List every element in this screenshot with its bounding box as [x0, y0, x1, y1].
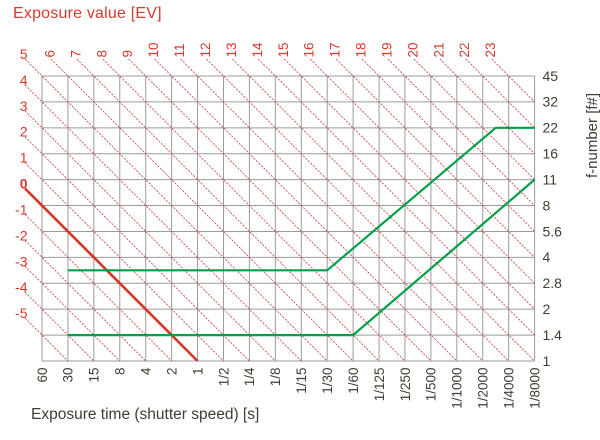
svg-text:7: 7	[68, 50, 83, 58]
svg-text:1/8000: 1/8000	[527, 368, 542, 409]
svg-text:4: 4	[20, 72, 28, 88]
svg-text:4: 4	[543, 249, 551, 265]
svg-text:1/15: 1/15	[294, 368, 309, 394]
svg-text:1/2000: 1/2000	[476, 368, 491, 409]
svg-text:1/4: 1/4	[242, 367, 257, 386]
svg-text:-4: -4	[15, 279, 28, 295]
ev-top-tick-labels: 6 7 8 9 10 11 12 13 14 15 16 17 18 19 20 21 22 23	[42, 42, 498, 58]
svg-text:2.8: 2.8	[543, 275, 563, 291]
svg-text:1/8: 1/8	[268, 368, 283, 387]
svg-text:18: 18	[354, 42, 369, 57]
svg-text:1/500: 1/500	[424, 368, 439, 402]
svg-text:1: 1	[190, 368, 205, 376]
chart-title: Exposure value [EV]	[13, 5, 162, 22]
svg-text:30: 30	[61, 368, 76, 383]
svg-text:11: 11	[543, 171, 558, 187]
svg-text:2: 2	[543, 301, 551, 317]
svg-text:8: 8	[94, 50, 109, 58]
svg-text:1/30: 1/30	[320, 368, 335, 394]
svg-text:8: 8	[543, 197, 551, 213]
svg-text:4: 4	[139, 367, 154, 375]
svg-text:6: 6	[42, 50, 57, 58]
svg-text:19: 19	[379, 42, 394, 57]
svg-text:16: 16	[543, 146, 559, 162]
svg-text:15: 15	[87, 368, 102, 383]
svg-text:22: 22	[457, 42, 472, 57]
svg-text:1/250: 1/250	[398, 368, 413, 402]
svg-text:8: 8	[113, 368, 128, 376]
svg-text:1/2: 1/2	[216, 368, 231, 387]
svg-text:1/60: 1/60	[346, 368, 361, 394]
svg-text:-5: -5	[15, 305, 28, 321]
svg-text:60: 60	[35, 368, 50, 383]
svg-text:1/1000: 1/1000	[450, 368, 465, 409]
svg-text:1: 1	[543, 353, 551, 369]
svg-text:20: 20	[405, 42, 420, 57]
svg-text:1/4000: 1/4000	[501, 368, 516, 409]
svg-text:21: 21	[431, 42, 446, 57]
svg-text:9: 9	[120, 50, 135, 58]
svg-text:1.4: 1.4	[543, 327, 563, 343]
svg-text:15: 15	[276, 42, 291, 57]
svg-text:1: 1	[20, 150, 28, 166]
svg-text:5.6: 5.6	[543, 223, 563, 239]
svg-text:12: 12	[198, 42, 213, 57]
f-number-tick-labels: 45 32 22 16 11 8 5.6 4 2.8 2 1.4 1	[543, 68, 563, 369]
svg-text:17: 17	[328, 42, 343, 57]
svg-text:5: 5	[20, 46, 28, 62]
program-line-lower	[67, 178, 536, 337]
svg-text:11: 11	[172, 43, 187, 57]
svg-text:1/125: 1/125	[372, 368, 387, 402]
ev-0-line	[24, 187, 199, 362]
ev-left-tick-labels: 5 4 3 2 1 0 -1 -2 -3 -4 -5	[15, 46, 28, 321]
svg-text:45: 45	[543, 68, 559, 84]
svg-text:14: 14	[250, 42, 265, 58]
x-tick-labels: 60 30 15 8 4 2 1 1/2 1/4 1/8 1/15 1/30 1/60 1/125 1/25…	[35, 367, 543, 409]
svg-text:-1: -1	[15, 201, 28, 217]
svg-text:2: 2	[164, 368, 179, 376]
svg-text:16: 16	[302, 42, 317, 57]
svg-text:23: 23	[483, 42, 498, 57]
svg-text:22: 22	[543, 120, 559, 136]
svg-text:-2: -2	[15, 227, 28, 243]
iso-ev-lines	[24, 58, 535, 362]
svg-text:3: 3	[20, 98, 28, 114]
svg-text:10: 10	[146, 42, 161, 57]
grid-lines	[41, 75, 536, 362]
program-line-upper	[67, 126, 535, 272]
svg-text:32: 32	[543, 94, 559, 110]
svg-text:-3: -3	[15, 253, 28, 269]
svg-text:2: 2	[20, 124, 28, 140]
y-axis-title: f-number [f#]	[584, 92, 600, 178]
svg-text:0: 0	[20, 176, 28, 192]
svg-text:13: 13	[224, 42, 239, 57]
x-axis-title: Exposure time (shutter speed) [s]	[31, 406, 260, 423]
